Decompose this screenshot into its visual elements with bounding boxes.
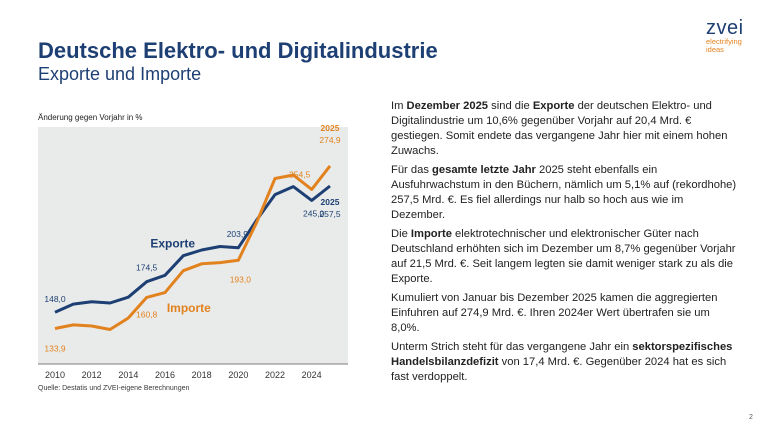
data-label: 160,8	[136, 309, 158, 319]
body-text: Im Dezember 2025 sind die Exporte der de…	[391, 99, 737, 389]
paragraph-4: Kumuliert von Januar bis Dezember 2025 k…	[391, 291, 737, 336]
x-tick-label: 2020	[228, 370, 248, 380]
data-label: 203,9	[227, 229, 249, 239]
logo-tagline-1: electrifying	[706, 37, 742, 46]
x-tick-label: 2012	[82, 370, 102, 380]
paragraph-3: Die Importe elektrotechnischer und elekt…	[391, 227, 737, 287]
data-label: 274,9	[319, 135, 341, 145]
data-label: 133,9	[44, 343, 66, 353]
x-tick-label: 2024	[302, 370, 322, 380]
data-label: 245,0	[303, 208, 325, 218]
paragraph-3-run: Importe	[410, 228, 452, 240]
paragraph-1-run: Dezember 2025	[406, 100, 489, 112]
line-chart: Änderung gegen Vorjahr in % 2010 2012 2014 2…	[38, 113, 348, 380]
logo-tagline-2: ideas	[706, 45, 724, 54]
source-note: Quelle: Destatis und ZVEI-eigene Berechn…	[38, 385, 190, 392]
paragraph-4-run: Kumuliert von Januar bis Dezember 2025 k…	[391, 292, 718, 334]
series-label-exporte: Exporte	[150, 237, 195, 251]
data-label: 148,0	[44, 294, 66, 304]
data-label: 254,5	[289, 169, 311, 179]
paragraph-2-run: gesamte letzte Jahr	[432, 164, 536, 176]
zvei-logo: zvei electrifying ideas	[706, 18, 744, 54]
x-tick-label: 2018	[192, 370, 212, 380]
y-axis-label: Änderung gegen Vorjahr in %	[38, 113, 143, 122]
logo-word: zvei	[706, 17, 744, 39]
data-label: 257,5	[319, 209, 341, 219]
data-label: 174,5	[136, 263, 158, 273]
data-label: 2025	[321, 123, 340, 133]
page-title: Deutsche Elektro- und Digitalindustrie	[38, 38, 438, 63]
data-label: 193,0	[230, 274, 252, 284]
paragraph-3-run: Die	[391, 228, 411, 240]
series-line-exporte	[54, 184, 331, 314]
paragraph-5-run: sektorspezifisches Handelsbilanzdefizit	[391, 341, 733, 368]
paragraph-5-run: Unterm Strich steht für das vergangene J…	[391, 341, 633, 353]
chart-container: Änderung gegen Vorjahr in % 2010 2012 2014 2…	[0, 0, 380, 405]
paragraph-2-run: Für das	[391, 164, 433, 176]
paragraph-1: Im Dezember 2025 sind die Exporte der de…	[391, 99, 737, 159]
x-tick-label: 2010	[45, 370, 65, 380]
paragraph-1-run: sind die	[488, 100, 533, 112]
paragraph-1-run: Exporte	[532, 100, 575, 112]
x-tick-label: 2022	[265, 370, 285, 380]
paragraph-3-run: elektrotechnischer und elektronischer Gü…	[391, 228, 736, 285]
paragraph-2: Für das gesamte letzte Jahr 2025 steht e…	[391, 163, 737, 223]
paragraph-2-run: 2025 steht ebenfalls ein Ausfuhrwachstum…	[391, 164, 737, 221]
paragraph-1-run: Im	[391, 100, 407, 112]
paragraph-1-run: der deutschen Elektro- und Digitalindust…	[391, 100, 728, 157]
x-tick-label: 2014	[118, 370, 138, 380]
series-label-importe: Importe	[167, 301, 211, 315]
x-tick-label: 2016	[155, 370, 175, 380]
page-subtitle: Exporte und Importe	[38, 64, 202, 84]
series-line-importe	[54, 164, 332, 331]
data-label: 2025	[321, 197, 340, 207]
page-number: 2	[749, 414, 753, 421]
paragraph-5-run: von 17,4 Mrd. €. Gegenüber 2024 hat es s…	[391, 356, 727, 383]
paragraph-5: Unterm Strich steht für das vergangene J…	[391, 340, 737, 385]
